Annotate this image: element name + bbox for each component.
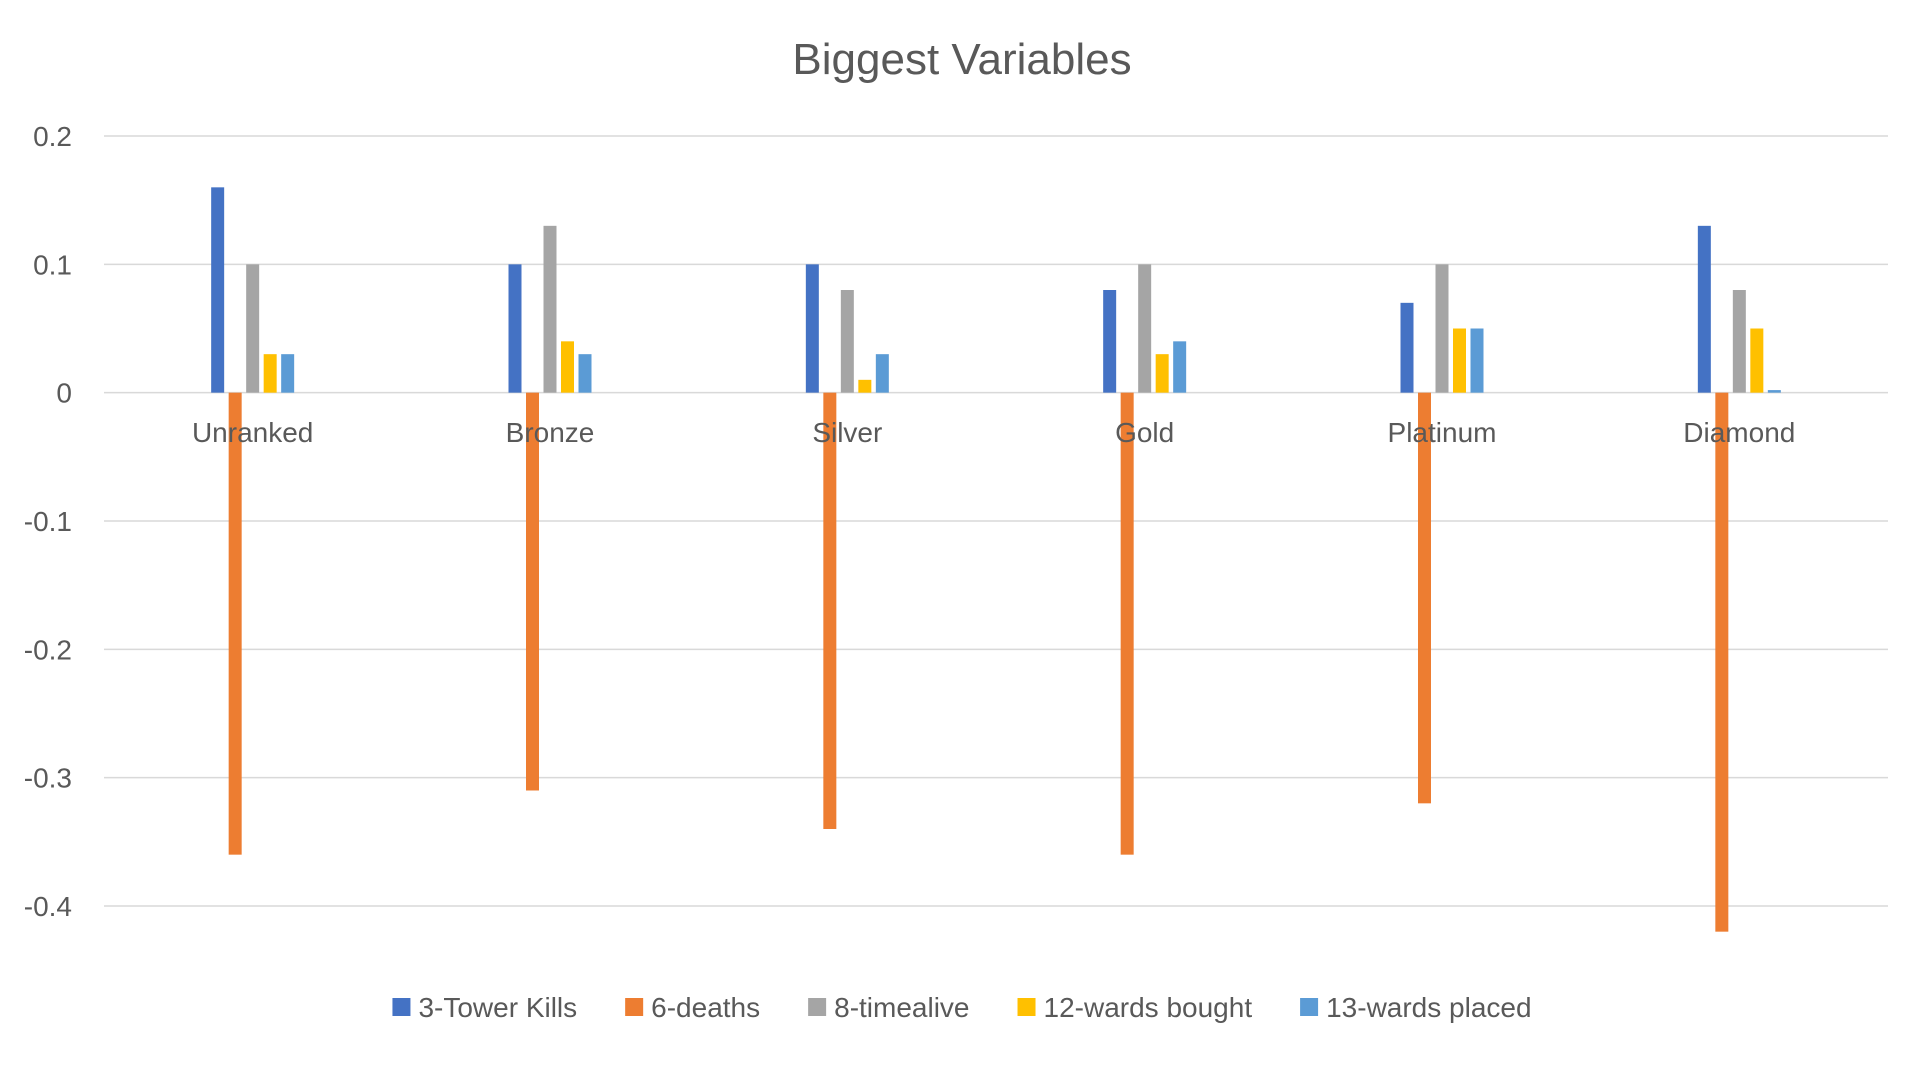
- y-tick-label: 0: [56, 378, 72, 409]
- bar-6-deaths-bronze: [526, 392, 539, 791]
- bar-12-wards-bought-silver: [858, 379, 872, 393]
- legend-item: 8-timealive: [808, 992, 970, 1023]
- y-tick-label: -0.4: [24, 891, 72, 922]
- bar-13-wards-placed-silver: [875, 354, 889, 393]
- legend-item: 12-wards bought: [1017, 992, 1253, 1023]
- legend-label: 3-Tower Kills: [418, 992, 577, 1023]
- legend-item: 6-deaths: [625, 992, 760, 1023]
- y-tick-label: 0.2: [33, 121, 72, 152]
- legend: 3-Tower Kills 6-deaths 8-timealive 12-wards…: [392, 992, 1532, 1023]
- bar-6-deaths-platinum: [1418, 392, 1431, 804]
- bar-12-wards-bought-unranked: [263, 354, 277, 393]
- bar-6-deaths-unranked: [228, 392, 242, 855]
- bar-6-deaths-diamond: [1715, 392, 1729, 932]
- legend-label: 8-timealive: [834, 992, 969, 1023]
- legend-swatch: [808, 998, 827, 1016]
- legend-label: 13-wards placed: [1326, 992, 1531, 1023]
- gridlines: [104, 135, 1888, 907]
- bar-12-wards-bought-platinum: [1453, 328, 1466, 393]
- x-axis-category-labels: Unranked Bronze Silver Gold Platinum Diamond: [192, 417, 1795, 448]
- x-category-label: Silver: [812, 417, 882, 448]
- bar-12-wards-bought-bronze: [561, 341, 574, 393]
- bar-12-wards-bought-gold: [1155, 354, 1169, 393]
- y-tick-label: -0.2: [24, 634, 72, 665]
- legend-item: 3-Tower Kills: [392, 992, 577, 1023]
- bar-6-deaths-gold: [1120, 392, 1134, 855]
- bar-13-wards-placed-gold: [1173, 341, 1187, 393]
- y-tick-label: -0.3: [24, 763, 72, 794]
- bar-3-tower-kills-platinum: [1400, 302, 1414, 393]
- bar-3-tower-kills-bronze: [508, 264, 522, 393]
- bar-13-wards-placed-bronze: [578, 354, 592, 393]
- bar-8-timealive-bronze: [543, 225, 557, 393]
- x-category-label: Platinum: [1388, 417, 1497, 448]
- y-tick-label: 0.1: [33, 249, 72, 280]
- x-category-label: Bronze: [506, 417, 595, 448]
- legend-swatch: [1300, 998, 1319, 1016]
- bars: [211, 187, 1781, 932]
- legend-label: 6-deaths: [651, 992, 760, 1023]
- legend-swatch: [392, 998, 411, 1016]
- bar-8-timealive-gold: [1138, 264, 1152, 393]
- x-category-label: Gold: [1115, 417, 1174, 448]
- y-tick-label: -0.1: [24, 506, 72, 537]
- legend-label: 12-wards bought: [1044, 992, 1253, 1023]
- bar-3-tower-kills-unranked: [211, 187, 225, 393]
- bar-3-tower-kills-diamond: [1697, 225, 1711, 393]
- bar-12-wards-bought-diamond: [1750, 328, 1764, 393]
- bar-3-tower-kills-silver: [805, 264, 819, 393]
- legend-swatch: [625, 998, 644, 1016]
- legend-item: 13-wards placed: [1300, 992, 1532, 1023]
- legend-swatch: [1017, 998, 1036, 1016]
- bar-8-timealive-platinum: [1435, 264, 1449, 393]
- bar-8-timealive-silver: [840, 290, 854, 393]
- chart-title: Biggest Variables: [792, 35, 1131, 84]
- bar-3-tower-kills-gold: [1103, 290, 1117, 393]
- x-category-label: Diamond: [1683, 417, 1795, 448]
- bar-8-timealive-unranked: [246, 264, 260, 393]
- bar-13-wards-placed-diamond: [1767, 390, 1781, 393]
- bar-13-wards-placed-unranked: [281, 354, 295, 393]
- bar-6-deaths-silver: [823, 392, 837, 829]
- bar-13-wards-placed-platinum: [1470, 328, 1484, 393]
- x-category-label: Unranked: [192, 417, 313, 448]
- bar-8-timealive-diamond: [1732, 290, 1746, 393]
- y-axis-tick-labels: 0.2 0.1 0 -0.1 -0.2 -0.3 -0.4: [24, 121, 72, 922]
